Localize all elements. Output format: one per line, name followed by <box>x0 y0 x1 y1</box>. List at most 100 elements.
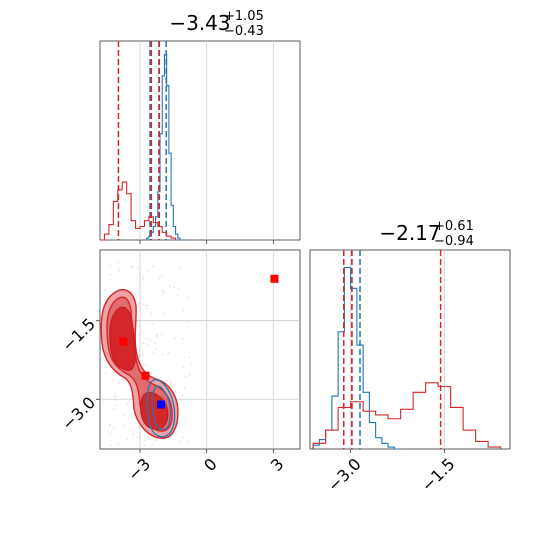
joint-panel: −3 0 3 −1.5 −3.0 <box>58 249 301 485</box>
histogram-series-0 <box>312 267 401 450</box>
scatter-point <box>178 288 180 290</box>
marginal-y-title-plus: +0.61 <box>434 219 474 234</box>
scatter-point <box>144 304 147 307</box>
scatter-point <box>143 363 145 366</box>
histogram-series-1 <box>312 382 502 449</box>
scatter-point <box>170 381 173 384</box>
marker-3 <box>157 400 166 409</box>
scatter-point <box>137 267 139 269</box>
marginal-x-ticks <box>139 240 274 244</box>
scatter-point <box>123 424 126 427</box>
scatter-point <box>162 290 165 293</box>
scatter-point <box>182 366 185 368</box>
marker-2 <box>141 371 150 380</box>
marginal-x-panel: −3.43 +1.05 −0.43 <box>99 9 301 244</box>
scatter-point <box>117 268 119 270</box>
scatter-point <box>126 403 129 405</box>
scatter-point <box>102 401 105 403</box>
scatter-point <box>188 373 191 376</box>
scatter-point <box>160 333 163 336</box>
scatter-point <box>176 294 179 296</box>
scatter-point <box>188 296 190 298</box>
scatter-point <box>168 352 170 354</box>
scatter-point <box>181 394 184 397</box>
marginal-y-series <box>312 250 502 450</box>
scatter-point <box>161 289 164 292</box>
scatter-point <box>146 270 149 273</box>
title-median-y: −2.17 <box>379 221 440 245</box>
scatter-point <box>181 338 184 340</box>
scatter-point <box>185 420 188 422</box>
scatter-point <box>188 321 190 323</box>
scatter-point <box>154 342 157 345</box>
scatter-point <box>166 379 169 382</box>
scatter-point <box>150 312 153 315</box>
scatter-point <box>145 337 147 340</box>
scatter-point <box>152 351 155 353</box>
scatter-point <box>109 291 112 293</box>
scatter-point <box>173 286 175 289</box>
scatter-point <box>138 281 141 283</box>
scatter-point <box>118 270 120 273</box>
joint-markers <box>119 274 279 409</box>
scatter-point <box>146 364 148 367</box>
scatter-point <box>117 261 119 263</box>
histogram-series-1 <box>100 181 177 241</box>
scatter-point <box>141 352 144 355</box>
scatter-point <box>109 432 111 435</box>
scatter-point <box>169 285 171 288</box>
x-tick-label: 0 <box>200 454 221 475</box>
scatter-point <box>169 379 172 382</box>
scatter-point <box>145 307 148 310</box>
marginal-x-title-minus: −0.43 <box>224 24 264 39</box>
scatter-point <box>141 330 144 333</box>
scatter-point <box>151 444 153 446</box>
scatter-point <box>126 438 128 440</box>
marginal-y-title-minus: −0.94 <box>434 234 474 249</box>
blue-contour-inner <box>151 385 171 431</box>
scatter-point <box>161 275 163 277</box>
scatter-point <box>109 265 112 267</box>
scatter-point <box>147 304 149 307</box>
scatter-point <box>113 407 116 410</box>
scatter-point <box>143 440 146 442</box>
scatter-point <box>136 436 139 438</box>
scatter-point <box>162 313 165 315</box>
scatter-point <box>174 337 177 340</box>
y-tick-label: −1.5 <box>58 314 99 355</box>
scatter-point <box>129 429 132 431</box>
x-tick-label: −1.5 <box>418 454 459 495</box>
scatter-point <box>130 265 133 267</box>
scatter-point <box>107 398 110 400</box>
scatter-point <box>149 339 152 341</box>
x-tick-label: −3.0 <box>324 454 365 495</box>
scatter-point <box>118 382 121 385</box>
scatter-point <box>114 392 116 394</box>
scatter-point <box>132 433 135 435</box>
scatter-point <box>155 337 157 339</box>
marginal-y-frame <box>309 249 511 450</box>
scatter-point <box>183 280 185 283</box>
marker-1 <box>119 337 128 346</box>
scatter-point <box>189 363 192 366</box>
scatter-point <box>147 343 150 345</box>
scatter-point <box>116 404 118 406</box>
scatter-point <box>141 275 144 277</box>
scatter-point <box>188 356 191 358</box>
scatter-point <box>113 427 115 430</box>
scatter-point <box>161 353 164 356</box>
x-tick-label: −3 <box>124 454 154 484</box>
marginal-y-title: −2.17 <box>379 221 440 245</box>
scatter-point <box>155 439 157 442</box>
scatter-point <box>151 322 154 324</box>
scatter-point <box>110 444 112 447</box>
scatter-point <box>182 436 184 439</box>
marginal-x-series <box>100 41 185 241</box>
scatter-point <box>131 266 134 268</box>
scatter-point <box>122 414 125 417</box>
scatter-point <box>117 443 120 446</box>
marginal-x-title-plus: +1.05 <box>224 9 264 24</box>
scatter-point <box>109 273 112 276</box>
scatter-point <box>179 440 182 442</box>
